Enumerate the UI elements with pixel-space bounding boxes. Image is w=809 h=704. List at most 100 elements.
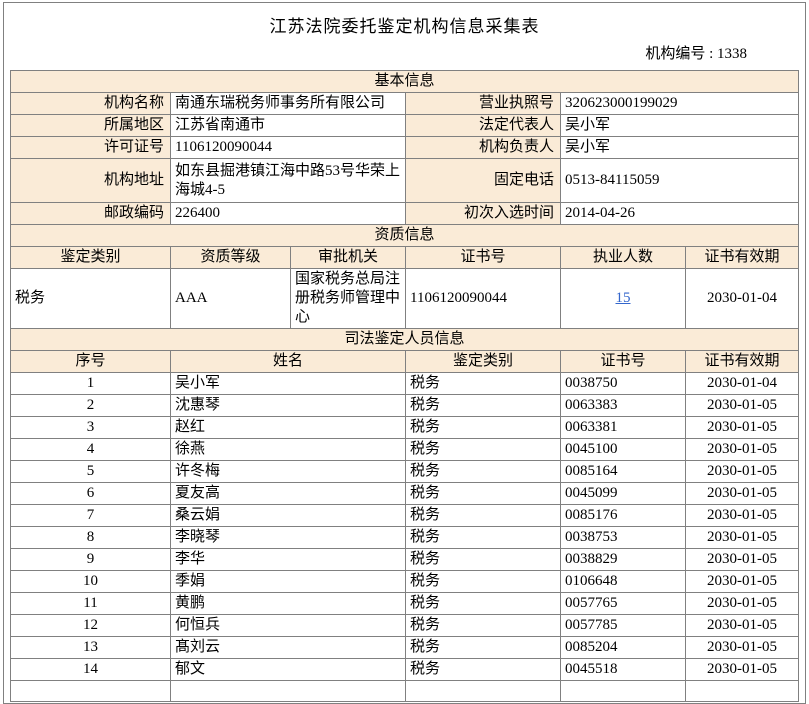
org-head-label: 机构负责人 xyxy=(405,136,561,159)
personnel-row: 12 何恒兵 税务 0057785 2030-01-05 xyxy=(10,614,800,637)
personnel-row: 6 夏友高 税务 0045099 2030-01-05 xyxy=(10,482,800,505)
permit-no-value: 1106120090044 xyxy=(170,136,406,159)
form-page: 江苏法院委托鉴定机构信息采集表 机构编号 : 1338 基本信息 机构名称 南通… xyxy=(3,2,806,704)
col-header-cert-no: 证书号 xyxy=(560,350,686,373)
cert-no-cell: 0085164 xyxy=(560,460,686,483)
valid-until-cell: 2030-01-04 xyxy=(684,372,800,395)
cert-no-cell: 0085176 xyxy=(560,504,686,527)
section-header-personnel: 司法鉴定人员信息 xyxy=(9,328,800,351)
valid-until-cell: 2030-01-05 xyxy=(684,416,800,439)
category-cell: 税务 xyxy=(405,460,561,483)
category-cell: 税务 xyxy=(405,504,561,527)
seq-cell xyxy=(10,680,171,702)
category-cell: 税务 xyxy=(405,372,561,395)
phone-label: 固定电话 xyxy=(405,158,561,203)
personnel-row: 3 赵红 税务 0063381 2030-01-05 xyxy=(10,416,800,439)
section-row-qualification: 资质信息 xyxy=(9,224,800,247)
business-license-value: 320623000199029 xyxy=(559,92,800,115)
authority-cell: 国家税务总局注册税务师管理中心 xyxy=(290,268,406,329)
personnel-row: 7 桑云娟 税务 0085176 2030-01-05 xyxy=(10,504,800,527)
table-row: 所属地区 江苏省南通市 法定代表人 吴小军 xyxy=(10,114,800,137)
personnel-row: 14 郁文 税务 0045518 2030-01-05 xyxy=(10,658,800,681)
category-cell: 税务 xyxy=(405,526,561,549)
personnel-row: 8 李晓琴 税务 0038753 2030-01-05 xyxy=(10,526,800,549)
category-cell: 税务 xyxy=(405,614,561,637)
business-license-label: 营业执照号 xyxy=(405,92,561,115)
cert-no-cell: 0045099 xyxy=(560,482,686,505)
personnel-header-row: 序号 姓名 鉴定类别 证书号 证书有效期 xyxy=(10,350,800,373)
address-label: 机构地址 xyxy=(10,158,171,203)
seq-cell: 3 xyxy=(10,416,171,439)
cert-no-cell: 0063383 xyxy=(560,394,686,417)
col-header-valid-until: 证书有效期 xyxy=(684,246,800,269)
postal-code-value: 226400 xyxy=(170,202,406,225)
name-cell: 徐燕 xyxy=(170,438,406,461)
name-cell: 髙刘云 xyxy=(170,636,406,659)
valid-until-cell: 2030-01-05 xyxy=(684,548,800,571)
basic-info-table: 基本信息 机构名称 南通东瑞税务师事务所有限公司 营业执照号 320623000… xyxy=(9,70,800,225)
name-cell: 郁文 xyxy=(170,658,406,681)
region-value: 江苏省南通市 xyxy=(170,114,406,137)
category-cell: 税务 xyxy=(405,658,561,681)
personnel-row: 2 沈惠琴 税务 0063383 2030-01-05 xyxy=(10,394,800,417)
category-cell xyxy=(405,680,561,702)
seq-cell: 2 xyxy=(10,394,171,417)
cert-no-cell: 0045100 xyxy=(560,438,686,461)
personnel-row: 13 髙刘云 税务 0085204 2030-01-05 xyxy=(10,636,800,659)
org-name-label: 机构名称 xyxy=(10,92,171,115)
valid-until-cell: 2030-01-05 xyxy=(684,482,800,505)
col-header-valid-until: 证书有效期 xyxy=(684,350,800,373)
category-cell: 税务 xyxy=(405,570,561,593)
personnel-row: 5 许冬梅 税务 0085164 2030-01-05 xyxy=(10,460,800,483)
cert-no-cell: 0045518 xyxy=(560,658,686,681)
practitioner-count-cell: 15 xyxy=(560,268,686,329)
valid-until-cell: 2030-01-05 xyxy=(684,504,800,527)
name-cell: 李华 xyxy=(170,548,406,571)
first-selected-label: 初次入选时间 xyxy=(405,202,561,225)
col-header-category: 鉴定类别 xyxy=(405,350,561,373)
col-header-seq: 序号 xyxy=(10,350,171,373)
valid-until-cell: 2030-01-05 xyxy=(684,636,800,659)
valid-until-cell: 2030-01-04 xyxy=(684,268,800,329)
category-cell: 税务 xyxy=(405,438,561,461)
personnel-row: 9 李华 税务 0038829 2030-01-05 xyxy=(10,548,800,571)
name-cell xyxy=(170,680,406,702)
valid-until-cell: 2030-01-05 xyxy=(684,394,800,417)
org-name-value: 南通东瑞税务师事务所有限公司 xyxy=(170,92,406,115)
cert-no-cell: 0038829 xyxy=(560,548,686,571)
seq-cell: 5 xyxy=(10,460,171,483)
personnel-row: 11 黄鹏 税务 0057765 2030-01-05 xyxy=(10,592,800,615)
cert-no-cell: 0085204 xyxy=(560,636,686,659)
cert-no-cell: 0063381 xyxy=(560,416,686,439)
postal-code-label: 邮政编码 xyxy=(10,202,171,225)
personnel-row: 4 徐燕 税务 0045100 2030-01-05 xyxy=(10,438,800,461)
name-cell: 夏友高 xyxy=(170,482,406,505)
qualification-header-row: 鉴定类别 资质等级 审批机关 证书号 执业人数 证书有效期 xyxy=(10,246,800,269)
category-cell: 税务 xyxy=(405,416,561,439)
legal-rep-value: 吴小军 xyxy=(559,114,800,137)
seq-cell: 11 xyxy=(10,592,171,615)
personnel-row: 1 吴小军 税务 0038750 2030-01-04 xyxy=(10,372,800,395)
seq-cell: 8 xyxy=(10,526,171,549)
name-cell: 桑云娟 xyxy=(170,504,406,527)
seq-cell: 10 xyxy=(10,570,171,593)
valid-until-cell xyxy=(684,680,800,702)
table-row: 机构地址 如东县掘港镇江海中路53号华荣上海城4-5 固定电话 0513-841… xyxy=(10,158,800,203)
section-row-basic: 基本信息 xyxy=(9,70,800,93)
table-row: 许可证号 1106120090044 机构负责人 吴小军 xyxy=(10,136,800,159)
seq-cell: 7 xyxy=(10,504,171,527)
practitioner-count-link[interactable]: 15 xyxy=(615,290,631,306)
seq-cell: 14 xyxy=(10,658,171,681)
address-value: 如东县掘港镇江海中路53号华荣上海城4-5 xyxy=(170,158,406,203)
valid-until-cell: 2030-01-05 xyxy=(684,438,800,461)
name-cell: 何恒兵 xyxy=(170,614,406,637)
cert-no-cell: 1106120090044 xyxy=(405,268,561,329)
category-cell: 税务 xyxy=(405,636,561,659)
table-row: 机构名称 南通东瑞税务师事务所有限公司 营业执照号 32062300019902… xyxy=(10,92,800,115)
valid-until-cell: 2030-01-05 xyxy=(684,614,800,637)
valid-until-cell: 2030-01-05 xyxy=(684,592,800,615)
valid-until-cell: 2030-01-05 xyxy=(684,570,800,593)
seq-cell: 1 xyxy=(10,372,171,395)
cert-no-cell xyxy=(560,680,686,702)
category-cell: 税务 xyxy=(405,592,561,615)
